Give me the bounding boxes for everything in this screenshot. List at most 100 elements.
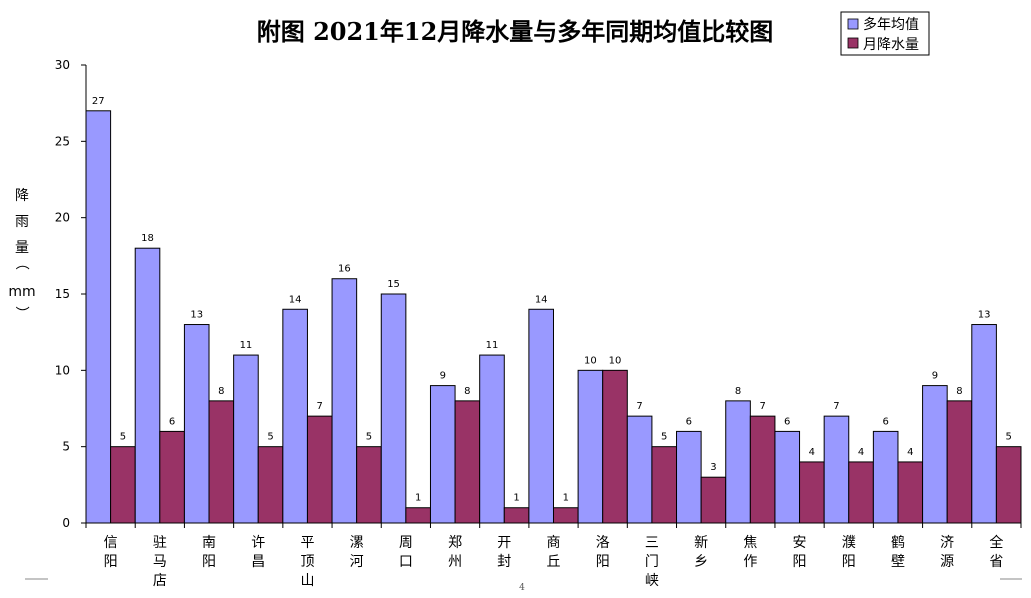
x-category-label: 乡 (694, 554, 708, 570)
x-category-label: 口 (399, 554, 413, 570)
data-label: 7 (833, 401, 839, 412)
bar-long-term-mean (922, 385, 948, 524)
x-category-label: 阳 (793, 554, 807, 570)
data-label: 9 (932, 371, 938, 382)
bar-monthly-precip (306, 415, 333, 524)
bar-monthly-precip (995, 446, 1022, 524)
chart-title: 附图 2021年12月降水量与多年同期均值比较图 (257, 17, 774, 46)
bar-monthly-precip (503, 507, 530, 524)
bar-long-term-mean (626, 415, 653, 524)
y-axis-label-char: mm (8, 284, 35, 300)
y-axis-label-char: （ (13, 256, 29, 270)
x-category-label: 省 (989, 554, 1003, 570)
data-label: 7 (759, 401, 765, 412)
bar-long-term-mean (725, 400, 751, 524)
x-category-label: 许 (251, 535, 265, 551)
x-category-label: 济 (940, 535, 954, 551)
bar-monthly-precip (897, 461, 924, 524)
data-label: 8 (464, 386, 470, 397)
bar-long-term-mean (577, 369, 604, 524)
x-category-label: 顶 (300, 554, 314, 570)
legend-label-long-term-mean: 多年均值 (863, 16, 919, 33)
x-category-label: 新 (694, 535, 708, 551)
data-label: 10 (609, 355, 622, 366)
bar-long-term-mean (331, 278, 358, 524)
bar-long-term-mean (282, 308, 308, 524)
bar-long-term-mean (429, 385, 456, 524)
data-label: 11 (240, 340, 253, 351)
y-axis-label-char: 降 (15, 188, 29, 204)
bar-monthly-precip (110, 446, 136, 524)
y-axis-label-char: ） (13, 306, 29, 320)
bar-long-term-mean (479, 354, 505, 524)
data-label: 8 (218, 386, 224, 397)
x-axis-categories: 信阳驻马店南阳许昌平顶山漯河周口郑州开封商丘洛阳三门峡新乡焦作安阳濮阳鹤壁济源全… (85, 523, 1022, 589)
data-label: 6 (169, 416, 175, 427)
bar-monthly-precip (799, 461, 825, 524)
data-label: 1 (513, 493, 519, 504)
x-category-label: 州 (448, 554, 462, 570)
bar-long-term-mean (823, 415, 850, 524)
y-axis-label-char: 雨 (15, 214, 29, 230)
data-label: 10 (584, 355, 597, 366)
x-category-label: 三 (645, 535, 659, 551)
x-category-label: 全 (989, 534, 1003, 551)
data-label: 7 (317, 401, 323, 412)
bar-long-term-mean (528, 308, 554, 524)
data-label: 5 (1006, 432, 1012, 443)
x-category-label: 店 (153, 573, 167, 589)
bar-monthly-precip (356, 446, 382, 524)
bar-monthly-precip (405, 507, 431, 524)
bar-long-term-mean (380, 293, 407, 524)
x-category-label: 焦 (743, 535, 757, 551)
bar-monthly-precip (208, 400, 235, 524)
bar-long-term-mean (134, 247, 161, 524)
data-label: 5 (661, 432, 667, 443)
x-category-label: 门 (645, 554, 659, 570)
x-category-label: 郑 (448, 535, 462, 551)
x-category-label: 昌 (251, 554, 265, 570)
data-label: 14 (535, 294, 548, 305)
x-category-label: 阳 (202, 554, 216, 570)
bar-long-term-mean (233, 354, 259, 524)
y-tick-label: 20 (55, 211, 70, 225)
bar-monthly-precip (848, 461, 874, 524)
bar-monthly-precip (946, 400, 973, 524)
data-label: 9 (440, 371, 446, 382)
y-tick-label: 5 (62, 440, 70, 454)
data-label: 4 (809, 447, 815, 458)
y-tick-label: 30 (55, 58, 70, 72)
y-axis-label: 降雨量（ mm ） (8, 188, 35, 320)
x-category-label: 丘 (547, 554, 561, 570)
bar-monthly-precip (602, 369, 628, 524)
x-category-label: 壁 (891, 554, 905, 570)
bar-monthly-precip (257, 446, 284, 524)
page-number: 4 (519, 583, 525, 593)
bar-long-term-mean (676, 430, 702, 524)
data-label: 13 (978, 310, 991, 321)
y-tick-label: 25 (55, 134, 70, 148)
x-category-label: 信 (104, 535, 118, 551)
y-tick-label: 0 (62, 516, 70, 530)
data-label: 1 (415, 493, 421, 504)
x-category-label: 商 (547, 535, 561, 551)
bar-monthly-precip (700, 476, 727, 524)
bar-long-term-mean (872, 430, 899, 524)
x-category-label: 漯 (350, 535, 364, 551)
bar-long-term-mean (183, 324, 210, 524)
data-label: 5 (366, 432, 372, 443)
data-label: 13 (190, 310, 203, 321)
x-category-label: 周 (399, 535, 413, 551)
x-category-label: 峡 (645, 573, 659, 589)
x-category-label: 山 (300, 573, 314, 589)
y-axis-ticks: 0 5 10 15 20 25 30 (55, 58, 86, 530)
data-label: 5 (120, 432, 126, 443)
data-label: 15 (387, 279, 400, 290)
x-category-label: 南 (202, 535, 216, 551)
data-label: 1 (563, 493, 569, 504)
data-label: 7 (636, 401, 642, 412)
x-category-label: 洛 (596, 535, 610, 551)
legend-swatch-long-term-mean (847, 18, 859, 30)
data-label: 16 (338, 264, 351, 275)
